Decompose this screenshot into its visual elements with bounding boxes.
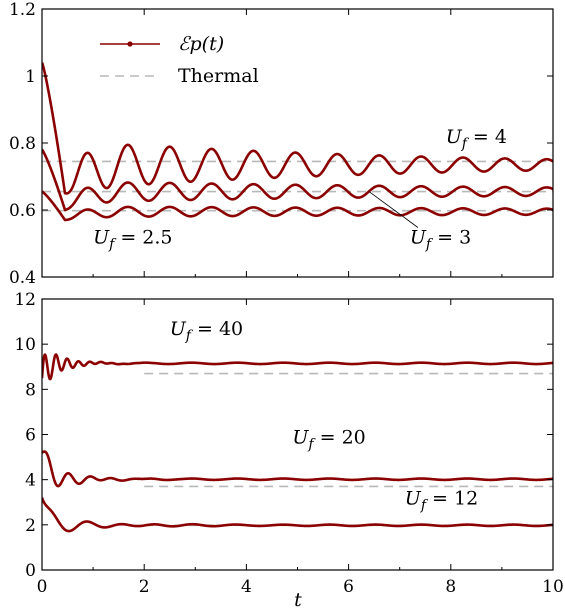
x-tick-label-1: 2	[139, 577, 150, 597]
series-line-1	[42, 148, 553, 212]
annotation-pointer-1	[368, 191, 419, 228]
annotation-label-2: Uf = 2.5	[93, 227, 172, 253]
y-tick-label-5: 10	[14, 335, 36, 355]
y-tick-label-2: 0.8	[9, 134, 36, 154]
bottom-panel: 0 2 4 6 8 10 0 2 4 6 8 10 12 Uf = 40 Uf = 20 Uf = 12	[14, 290, 563, 597]
y-tick-label-2: 4	[25, 471, 36, 491]
series-line-1	[42, 450, 553, 488]
annotation-label-1: Uf = 3	[410, 227, 471, 253]
y-tick-label-3: 6	[25, 426, 36, 446]
x-axis-label: t	[294, 589, 302, 611]
legend-series-label: ℰp(t)	[178, 33, 224, 55]
annotation-label-1: Uf = 20	[292, 427, 365, 453]
y-tick-label-6: 12	[14, 290, 36, 310]
legend-series-marker	[127, 41, 133, 47]
series-line-2	[42, 190, 553, 222]
series-line-0	[42, 353, 553, 381]
legend-thermal-label: Thermal	[178, 65, 259, 87]
y-tick-label-0: 0	[25, 561, 36, 581]
series-line-2	[42, 497, 553, 533]
series-line-0	[42, 62, 553, 195]
y-tick-label-0: 0.4	[9, 268, 36, 288]
y-tick-label-4: 1.2	[9, 0, 36, 20]
annotation-label-2: Uf = 12	[405, 488, 478, 514]
x-tick-label-0: 0	[37, 577, 48, 597]
annotation-label-0: Uf = 40	[170, 318, 243, 344]
x-tick-label-3: 6	[343, 577, 354, 597]
top-panel: 0.4 0.6 0.8 1 1.2 Uf = 4 Uf = 3 Uf = 2.5 ℰp(t) Th…	[9, 0, 554, 288]
y-tick-label-4: 8	[25, 380, 36, 400]
y-tick-label-1: 2	[25, 516, 36, 536]
annotation-label-0: Uf = 4	[446, 126, 507, 152]
y-tick-label-3: 1	[25, 67, 36, 87]
y-tick-label-1: 0.6	[9, 201, 36, 221]
x-tick-label-5: 10	[542, 577, 564, 597]
x-tick-label-4: 8	[445, 577, 456, 597]
x-tick-label-2: 4	[241, 577, 252, 597]
